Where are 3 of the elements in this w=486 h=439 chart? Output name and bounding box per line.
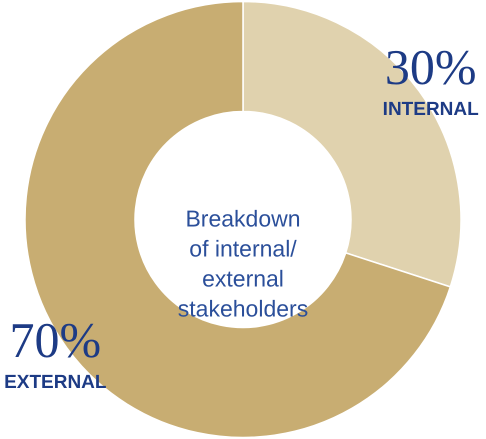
slice-label: INTERNAL — [382, 99, 480, 120]
data-label: 30% — [384, 39, 477, 96]
text: Breakdown of internal/ external stakeholders — [178, 206, 308, 322]
